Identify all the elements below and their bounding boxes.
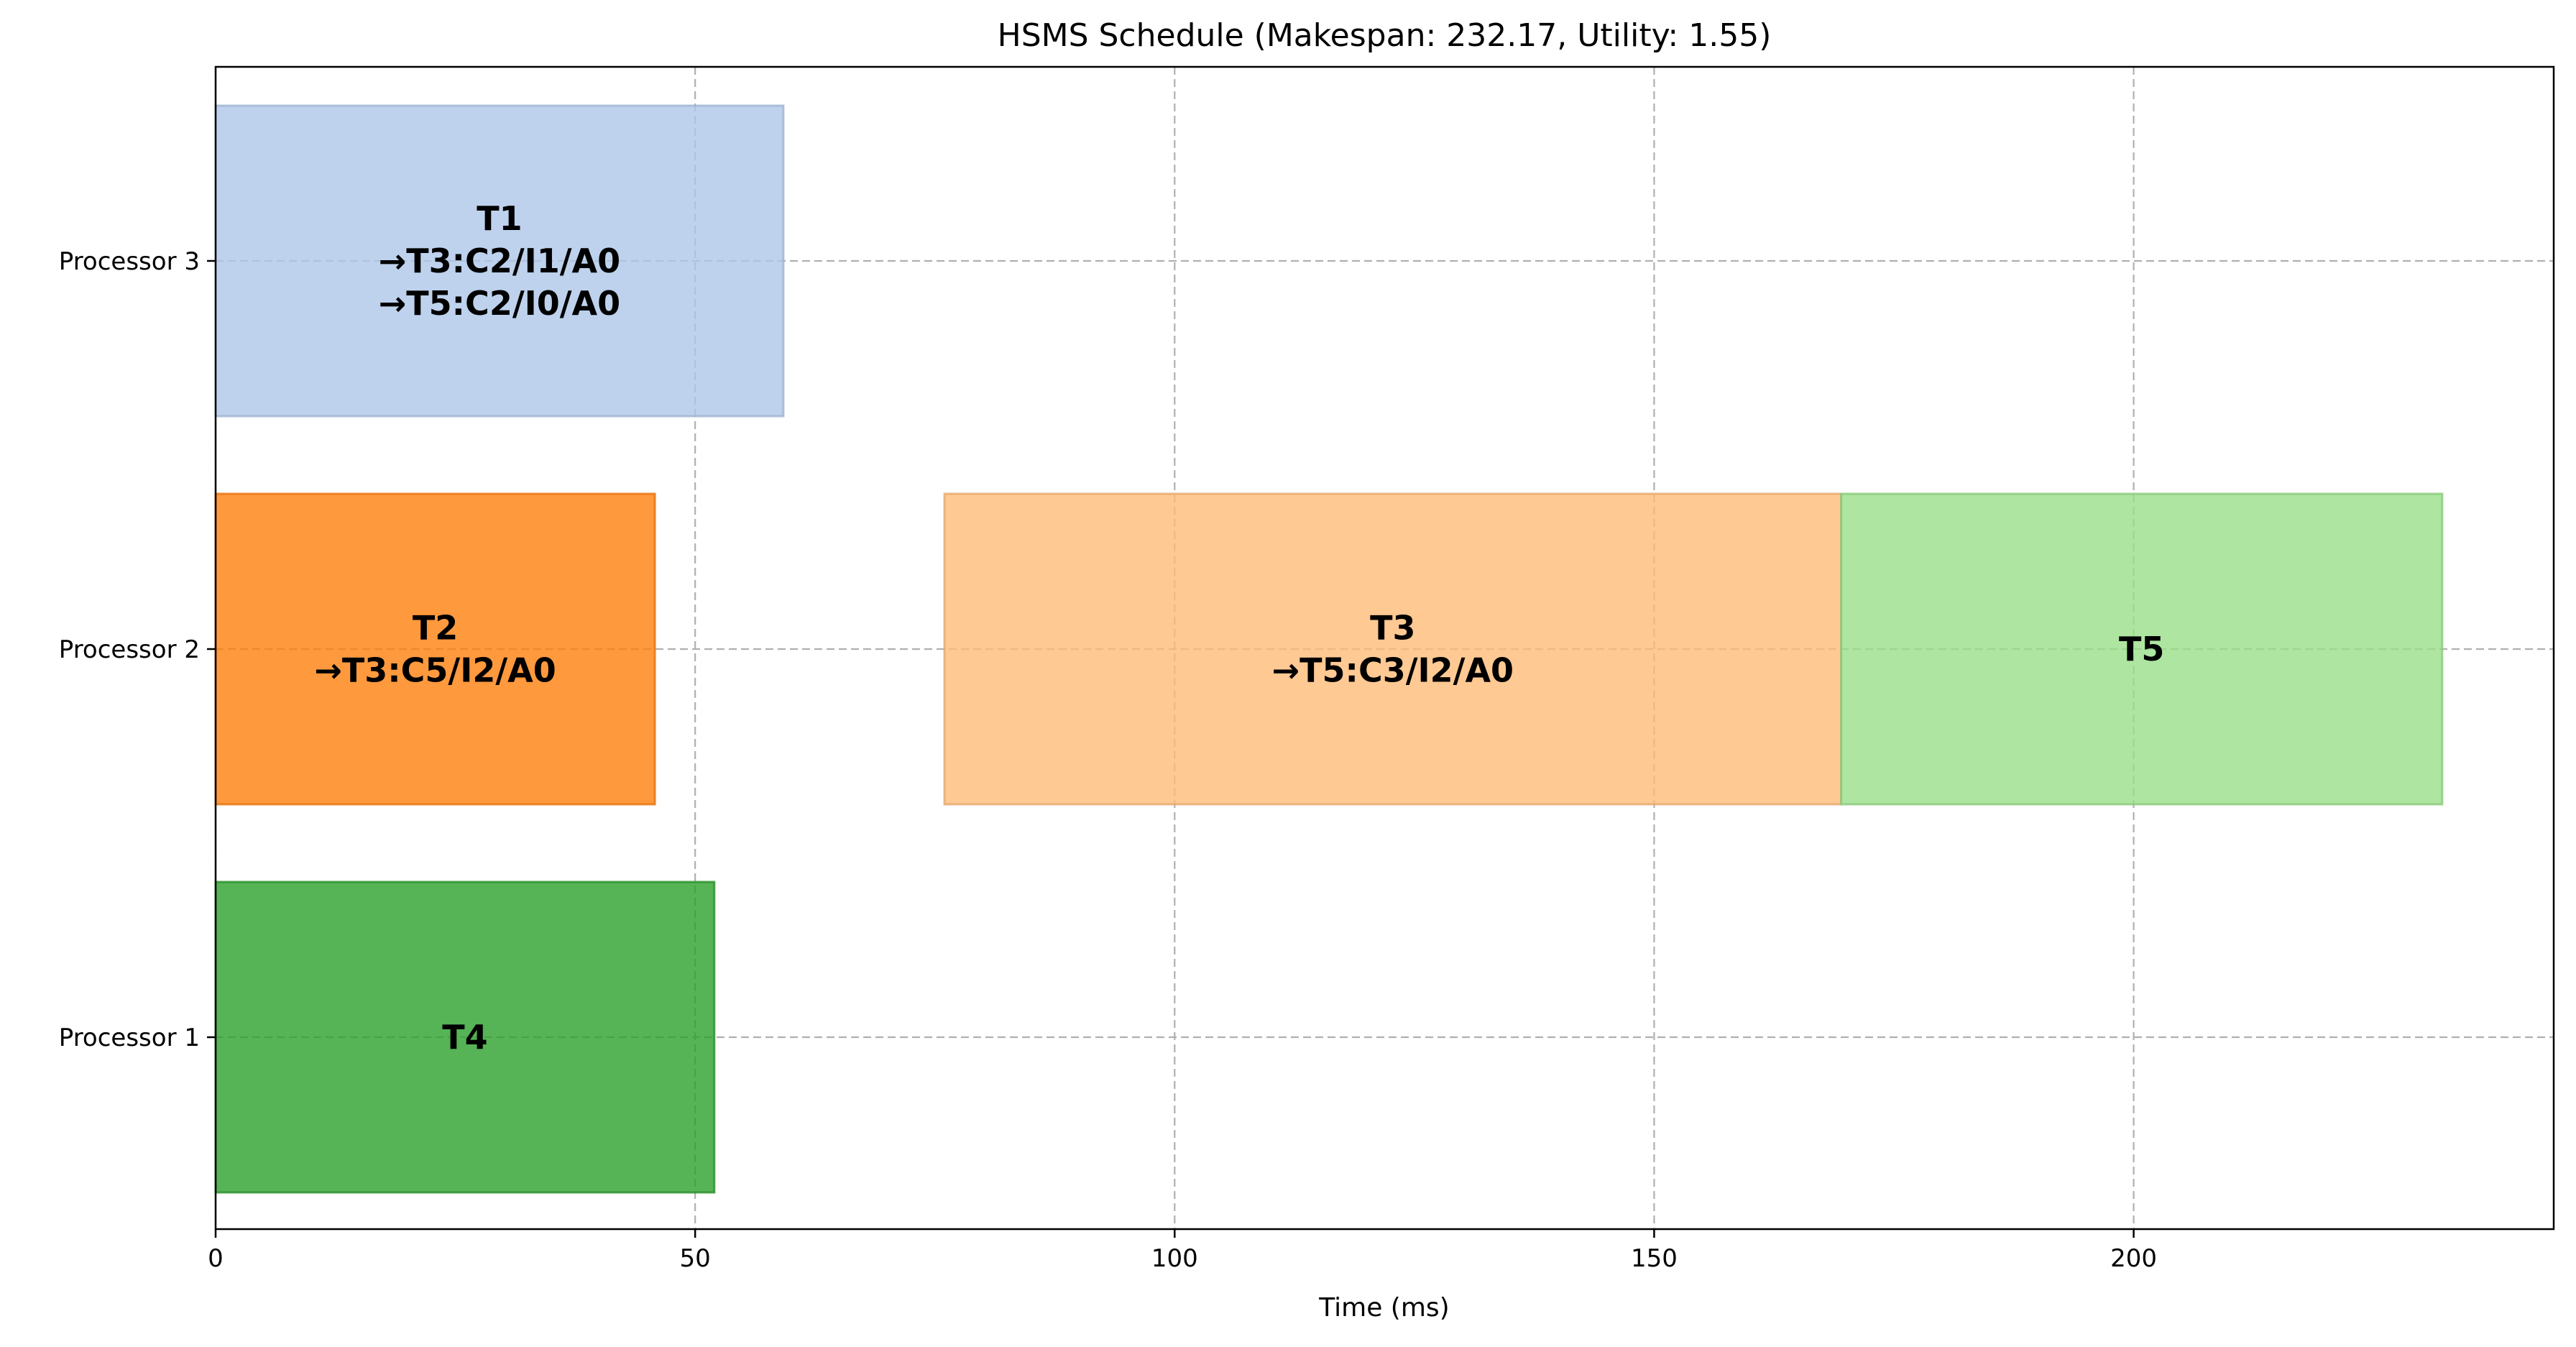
x-axis-title: Time (ms) bbox=[1318, 1293, 1449, 1323]
task-label-t1: →T5:C2/I0/A0 bbox=[379, 284, 620, 323]
task-label-t3: →T5:C3/I2/A0 bbox=[1272, 651, 1514, 690]
x-tick-label: 200 bbox=[2110, 1244, 2157, 1273]
x-tick-label: 100 bbox=[1151, 1244, 1198, 1273]
task-label-t2: →T3:C5/I2/A0 bbox=[314, 651, 556, 690]
task-label-t3: T3 bbox=[1370, 609, 1415, 648]
task-label-t1: T1 bbox=[477, 199, 522, 238]
x-tick-label: 0 bbox=[208, 1244, 224, 1273]
plot-frame bbox=[214, 65, 2555, 1231]
task-bar-t4 bbox=[214, 881, 716, 1194]
task-label-t2: T2 bbox=[413, 609, 458, 648]
task-label-t1: →T3:C2/I1/A0 bbox=[379, 242, 620, 280]
task-bar-t3 bbox=[943, 492, 1843, 806]
task-label-t5: T5 bbox=[2119, 630, 2164, 668]
task-bar-t1 bbox=[214, 104, 785, 418]
x-tick-label: 150 bbox=[1631, 1244, 1678, 1273]
task-bar-t2 bbox=[214, 492, 656, 806]
y-tick-label: Processor 3 bbox=[59, 247, 200, 276]
chart-title: HSMS Schedule (Makespan: 232.17, Utility… bbox=[998, 17, 1772, 54]
x-tick-label: 50 bbox=[680, 1244, 711, 1273]
y-tick-label: Processor 2 bbox=[59, 635, 200, 664]
y-tick-label: Processor 1 bbox=[59, 1024, 200, 1052]
task-label-t4: T4 bbox=[442, 1018, 487, 1057]
task-bar-t5 bbox=[1840, 492, 2444, 806]
